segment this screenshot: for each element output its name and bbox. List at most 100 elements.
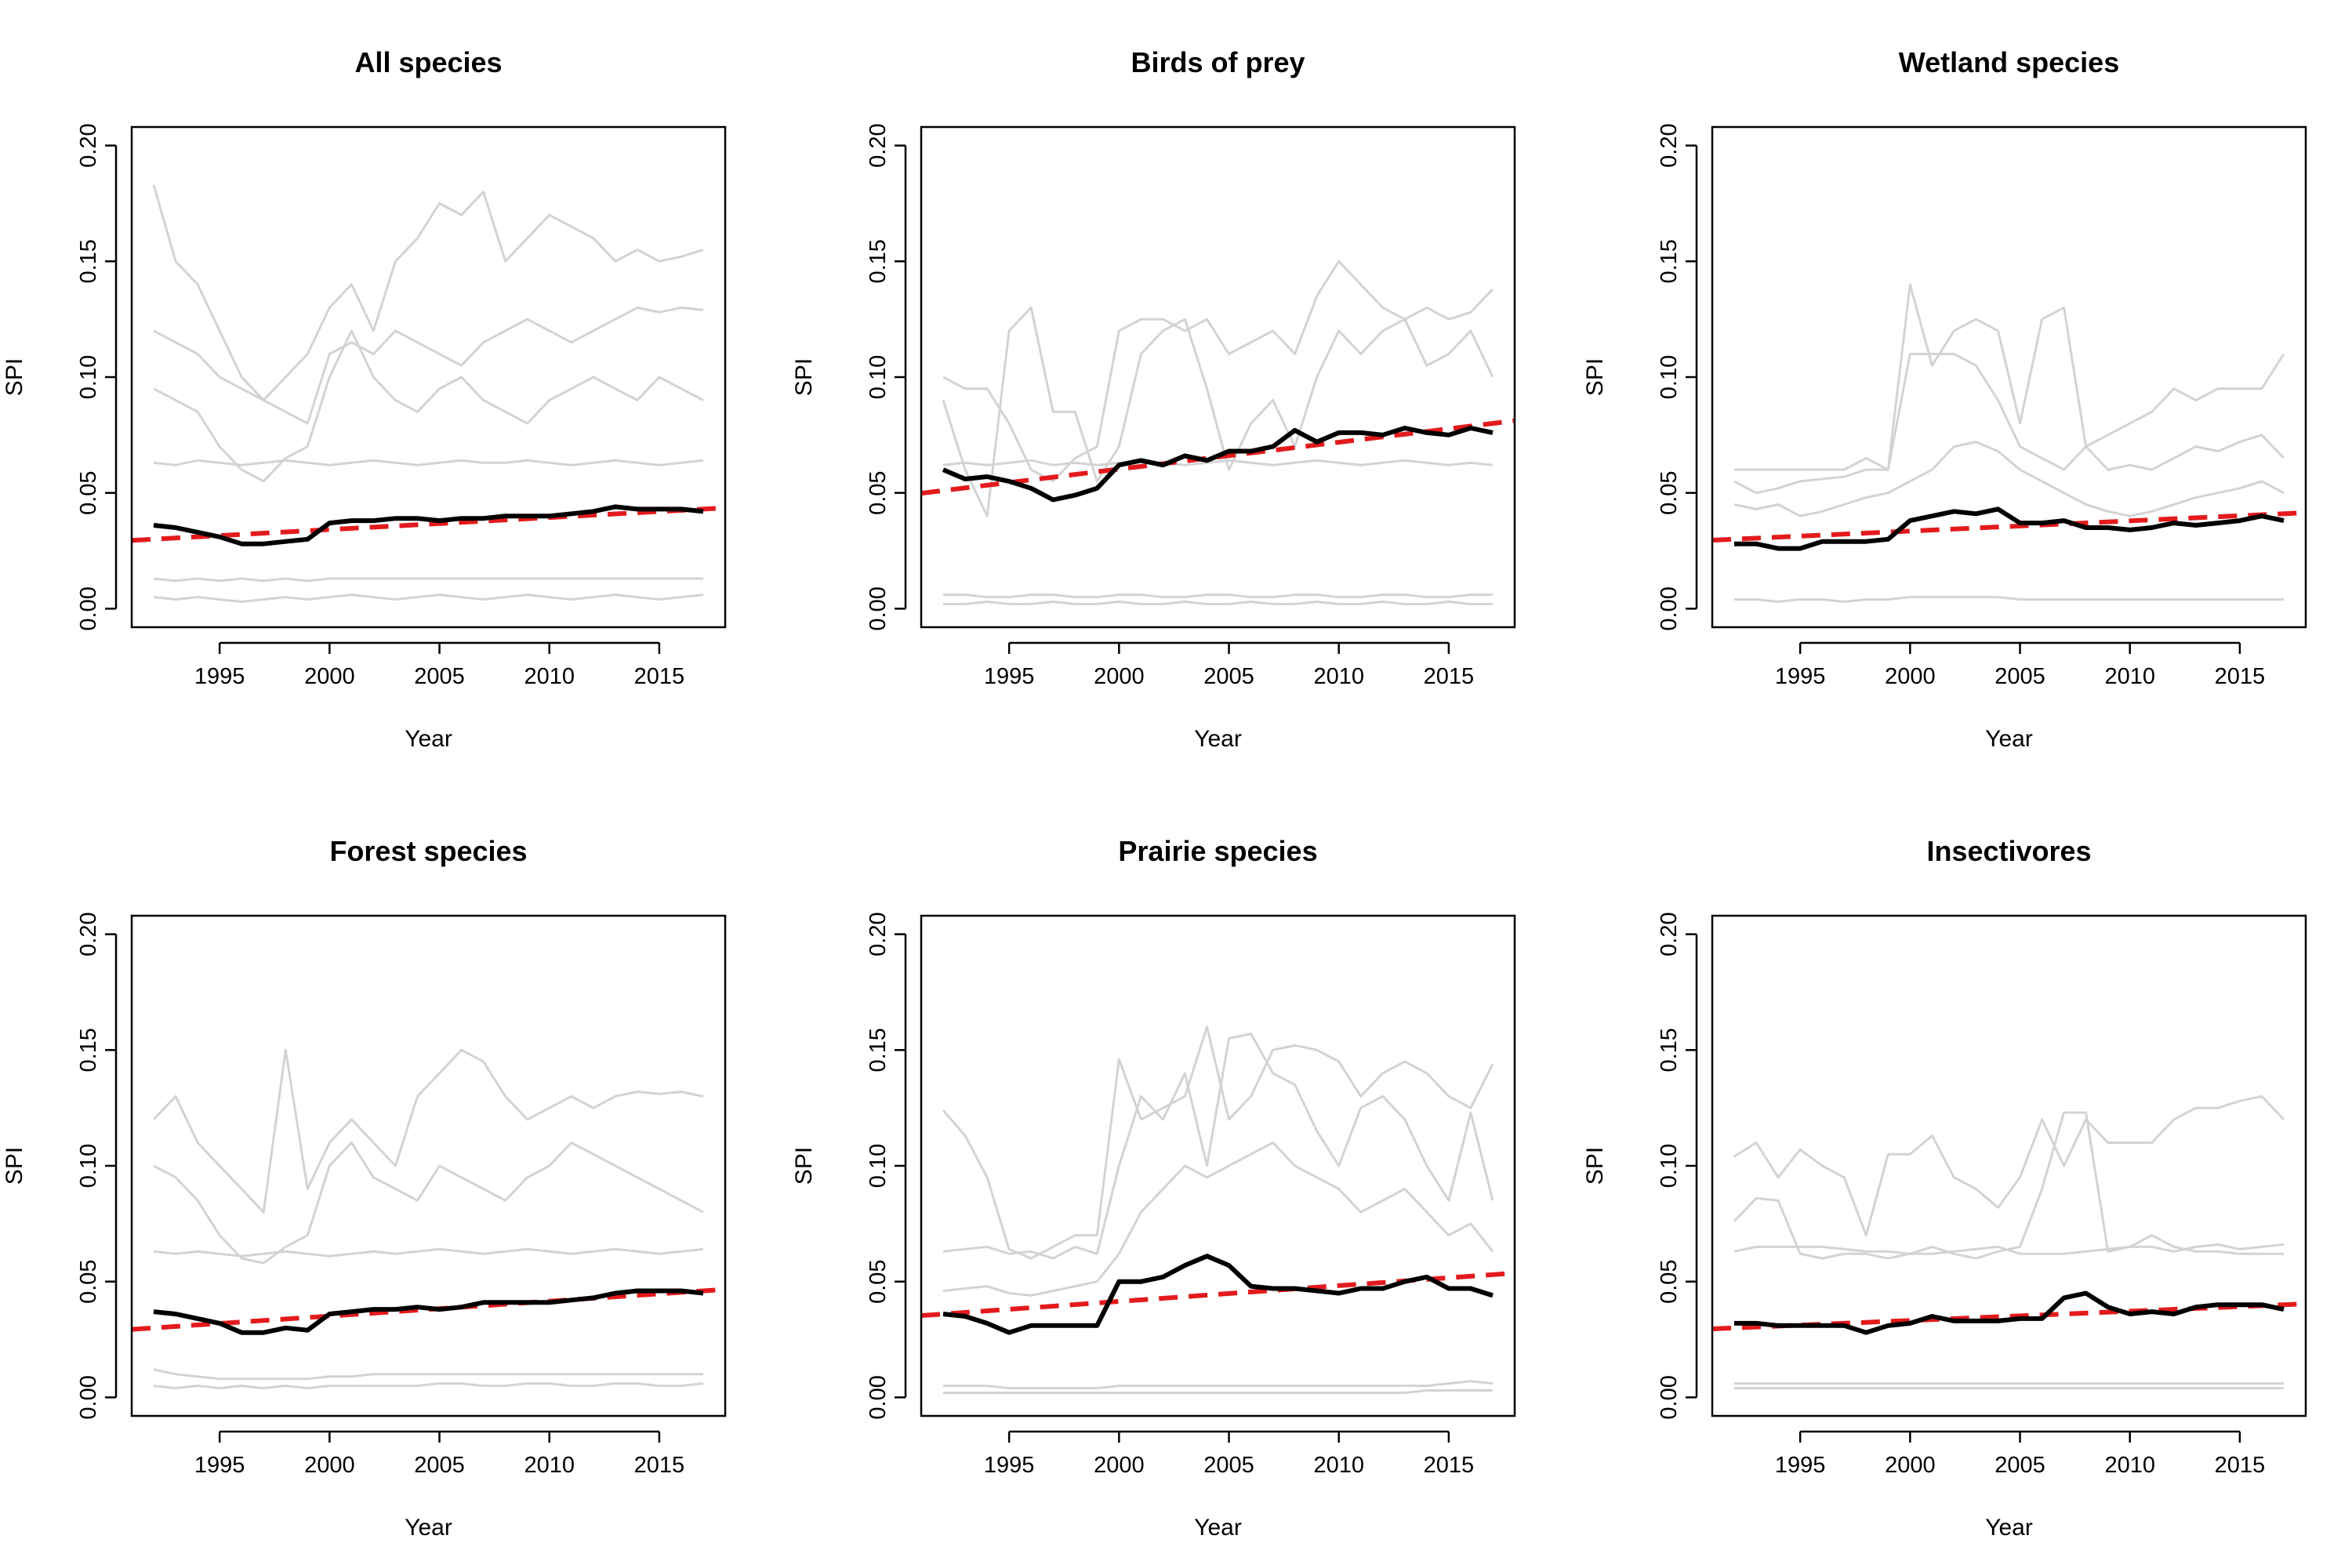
x-tick-label: 2000 xyxy=(1885,1453,1936,1478)
x-tick-label: 2005 xyxy=(1203,1453,1254,1478)
y-tick-label: 0.15 xyxy=(866,239,891,283)
y-tick-label: 0.05 xyxy=(1657,1259,1682,1303)
y-tick-label: 0.20 xyxy=(866,912,891,956)
species-line xyxy=(153,577,703,583)
y-tick-label: 0.05 xyxy=(76,470,101,514)
y-tick-label: 0.20 xyxy=(76,123,101,167)
species-line xyxy=(153,1247,704,1258)
panel-4: 1995 2000 2005 2010 2015 0.00 0.05 0.10 0.15 0.20… xyxy=(791,835,1516,1541)
mean-line xyxy=(1734,1290,2285,1335)
panel-5: 1995 2000 2005 2010 2015 0.00 0.05 0.10 0.15 0.20… xyxy=(1582,835,2307,1541)
plot-frame xyxy=(1711,125,2307,629)
species-line xyxy=(1733,441,2285,517)
x-tick-label: 2005 xyxy=(1994,664,2045,689)
x-tick-label: 2015 xyxy=(634,664,685,689)
plot-area xyxy=(1712,283,2306,603)
x-tick-label: 2000 xyxy=(304,1453,355,1478)
y-tick-label: 0.05 xyxy=(76,1259,101,1303)
species-line xyxy=(943,601,1493,605)
y-tick-label: 0.05 xyxy=(866,470,891,514)
x-axis-label: Year xyxy=(1194,726,1242,752)
species-line xyxy=(153,1368,703,1381)
x-axis-label: Year xyxy=(1985,1515,2033,1541)
y-tick-label: 0.15 xyxy=(76,1028,101,1072)
y-tick-label: 0.20 xyxy=(76,912,101,956)
x-tick-label: 2005 xyxy=(414,664,465,689)
x-tick-label: 1995 xyxy=(1775,664,1826,689)
y-tick-label: 0.20 xyxy=(1657,123,1682,167)
x-axis-label: Year xyxy=(1985,726,2033,752)
y-tick-label: 0.15 xyxy=(866,1028,891,1072)
y-axis-label: SPI xyxy=(791,358,817,396)
species-line xyxy=(1733,353,2285,495)
x-tick-label: 2015 xyxy=(634,1453,685,1478)
y-tick-label: 0.00 xyxy=(1657,1375,1682,1419)
plot-area xyxy=(921,1025,1515,1394)
y-tick-label: 0.10 xyxy=(1657,355,1682,399)
y-tick-label: 0.10 xyxy=(76,355,101,399)
x-tick-label: 2010 xyxy=(524,664,575,689)
panel-3: 1995 2000 2005 2010 2015 0.00 0.05 0.10 0.15 0.20… xyxy=(2,835,727,1541)
x-tick-label: 1995 xyxy=(194,664,245,689)
species-line xyxy=(943,1389,1493,1394)
x-tick-label: 2000 xyxy=(304,664,355,689)
species-line xyxy=(1733,1234,2284,1255)
plot-area xyxy=(1712,1094,2306,1390)
plot-frame xyxy=(920,914,1516,1417)
species-line xyxy=(943,593,1493,599)
plot-area xyxy=(921,260,1515,605)
species-line xyxy=(1733,1094,2285,1237)
x-tick-label: 2010 xyxy=(524,1453,575,1478)
plot-area xyxy=(132,1048,725,1390)
species-line xyxy=(943,1380,1494,1390)
y-tick-label: 0.15 xyxy=(76,239,101,283)
panel-title: Prairie species xyxy=(1118,835,1317,867)
plot-frame xyxy=(1711,914,2307,1417)
plot-frame xyxy=(920,125,1516,629)
species-line xyxy=(942,260,1494,483)
x-tick-label: 1995 xyxy=(984,664,1035,689)
x-tick-label: 2015 xyxy=(2215,1453,2266,1478)
species-line xyxy=(942,1142,1494,1297)
x-tick-label: 2010 xyxy=(1313,1453,1364,1478)
mean-line xyxy=(153,1288,704,1335)
species-line xyxy=(153,329,704,483)
species-line xyxy=(942,1033,1494,1260)
y-tick-label: 0.05 xyxy=(1657,470,1682,514)
species-line xyxy=(1734,283,2285,471)
species-line xyxy=(942,306,1494,517)
x-tick-label: 2010 xyxy=(1313,664,1364,689)
y-tick-label: 0.15 xyxy=(1657,1028,1682,1072)
x-tick-label: 2005 xyxy=(1994,1453,2045,1478)
x-tick-label: 1995 xyxy=(194,1453,245,1478)
x-axis-label: Year xyxy=(405,1515,452,1541)
mean-line xyxy=(1734,506,2285,551)
trend-line xyxy=(921,1270,1515,1319)
y-tick-label: 0.10 xyxy=(866,1144,891,1188)
plot-frame xyxy=(130,914,727,1417)
mean-line xyxy=(942,426,1494,503)
x-tick-label: 2000 xyxy=(1885,664,1936,689)
x-tick-label: 2010 xyxy=(2104,1453,2155,1478)
y-axis-label: SPI xyxy=(2,358,27,396)
plot-frame xyxy=(130,125,727,629)
species-line xyxy=(1734,596,2284,603)
plot-area xyxy=(132,184,725,603)
y-tick-label: 0.10 xyxy=(76,1144,101,1188)
species-line xyxy=(152,1048,704,1214)
trend-line xyxy=(132,505,725,543)
trend-line xyxy=(1712,510,2306,543)
y-tick-label: 0.10 xyxy=(1657,1144,1682,1188)
x-axis-label: Year xyxy=(1194,1515,1242,1541)
x-tick-label: 1995 xyxy=(1775,1453,1826,1478)
species-line xyxy=(152,184,704,401)
panel-title: Birds of prey xyxy=(1131,46,1305,78)
trend-line xyxy=(132,1287,725,1332)
y-axis-label: SPI xyxy=(2,1147,27,1185)
species-line xyxy=(153,306,704,425)
panel-1: 1995 2000 2005 2010 2015 0.00 0.05 0.10 0.15 0.20… xyxy=(791,46,1516,752)
x-tick-label: 2015 xyxy=(1424,664,1475,689)
x-tick-label: 2000 xyxy=(1094,1453,1145,1478)
